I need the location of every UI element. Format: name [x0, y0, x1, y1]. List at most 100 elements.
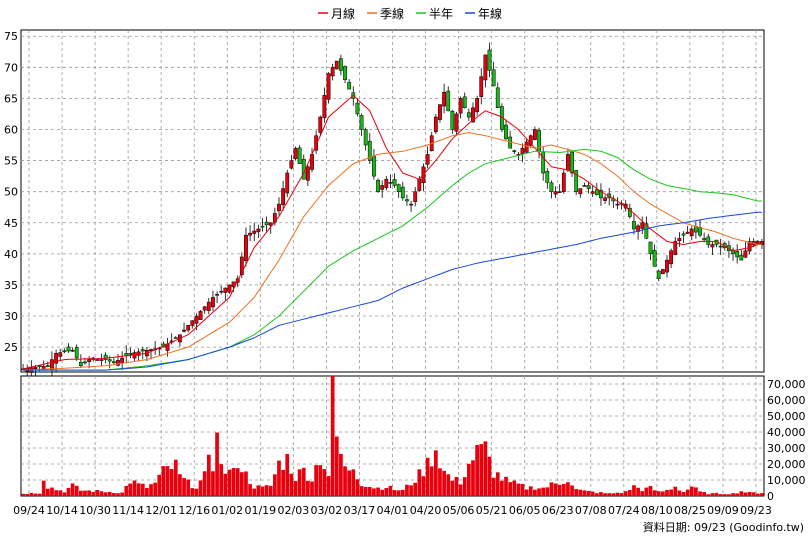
candle-down	[627, 207, 632, 217]
candle-up	[211, 297, 215, 308]
x-tick-label: 08/25	[674, 504, 706, 517]
volume-bar	[471, 460, 475, 496]
volume-bar	[537, 488, 541, 496]
volume-bar	[400, 489, 405, 496]
volume-bar	[467, 463, 471, 496]
candle-up	[677, 238, 682, 242]
volume-bar	[173, 459, 178, 496]
candle-down	[735, 251, 740, 258]
volume-bar	[239, 472, 244, 496]
candle-down	[541, 151, 546, 174]
x-tick-label: 01/19	[244, 504, 276, 517]
x-tick-label: 02/03	[278, 504, 310, 517]
price-y-tick-label: 50	[4, 186, 18, 199]
volume-y-tick-label: 60,000	[767, 394, 806, 407]
volume-bar	[549, 482, 554, 496]
volume-y-tick-label: 50,000	[767, 410, 806, 423]
candle-up	[21, 368, 25, 371]
candle-up	[334, 60, 339, 70]
candle-down	[632, 221, 636, 230]
volume-bar	[508, 482, 512, 496]
volume-y-tick-label: 70,000	[767, 378, 806, 391]
volume-bar	[211, 471, 215, 496]
candle-up	[314, 135, 319, 151]
volume-bar	[87, 490, 91, 496]
volume-bar	[330, 376, 335, 496]
candle-up	[673, 241, 678, 256]
volume-bar	[739, 491, 744, 496]
volume-bar	[153, 482, 158, 496]
candle-up	[190, 320, 195, 326]
x-tick-label: 11/14	[112, 504, 144, 517]
volume-bar	[438, 468, 442, 496]
volume-bar	[483, 441, 488, 496]
legend-label: 月線	[331, 6, 355, 21]
candle-up	[685, 231, 690, 234]
volume-bar	[347, 470, 352, 496]
volume-bar	[367, 486, 372, 496]
candle-up	[433, 116, 438, 133]
candle-down	[363, 129, 368, 146]
candle-down	[545, 171, 550, 183]
candle-up	[710, 244, 715, 248]
volume-bar	[268, 485, 273, 496]
volume-bar	[78, 490, 83, 496]
x-tick-label: 12/01	[145, 504, 177, 517]
candle-down	[599, 189, 603, 199]
volume-bar	[186, 479, 191, 496]
volume-bar	[363, 486, 368, 496]
volume-bar	[615, 492, 620, 496]
volume-bar	[545, 487, 550, 496]
candle-down	[739, 254, 744, 261]
volume-bar	[458, 484, 463, 496]
volume-bar	[231, 467, 236, 496]
candle-down	[339, 58, 343, 71]
candle-down	[504, 124, 508, 140]
volume-bar	[281, 469, 285, 496]
volume-bar	[256, 485, 261, 496]
volume-bar	[413, 482, 418, 496]
volume-bar	[421, 476, 426, 496]
volume-bar	[289, 473, 294, 496]
candle-down	[260, 225, 265, 228]
volume-bar	[574, 489, 579, 496]
volume-bar	[462, 477, 467, 496]
volume-bar	[578, 489, 583, 496]
x-tick-label: 03/02	[311, 504, 343, 517]
price-y-tick-label: 65	[4, 92, 18, 105]
volume-bar	[751, 492, 756, 496]
candle-up	[87, 359, 92, 362]
volume-bar	[450, 480, 455, 496]
candle-down	[62, 350, 67, 353]
candle-down	[570, 151, 574, 174]
candle-up	[553, 191, 558, 195]
price-y-tick-label: 35	[4, 279, 18, 292]
candle-up	[718, 245, 723, 248]
volume-bar	[689, 486, 694, 496]
volume-bar	[479, 444, 484, 496]
candle-up	[54, 353, 58, 364]
candle-down	[140, 349, 145, 352]
candle-down	[450, 110, 455, 130]
candle-down	[359, 115, 364, 130]
volume-bar	[553, 483, 558, 496]
candle-up	[454, 113, 459, 132]
volume-bar	[297, 469, 302, 496]
volume-bar	[619, 493, 624, 496]
volume-bar	[446, 474, 451, 496]
volume-bar	[623, 491, 628, 496]
volume-bar	[50, 487, 54, 496]
candle-up	[743, 250, 748, 258]
candle-up	[58, 352, 63, 357]
candle-up	[215, 294, 219, 296]
volume-y-tick-label: 10,000	[767, 474, 806, 487]
ma-line-半年	[23, 148, 762, 371]
volume-bar	[454, 476, 459, 496]
candle-down	[586, 185, 591, 189]
volume-bar	[91, 492, 96, 496]
x-tick-label: 10/14	[46, 504, 78, 517]
candle-up	[330, 67, 335, 77]
ma-line-月線	[22, 94, 762, 370]
candle-down	[681, 233, 686, 236]
